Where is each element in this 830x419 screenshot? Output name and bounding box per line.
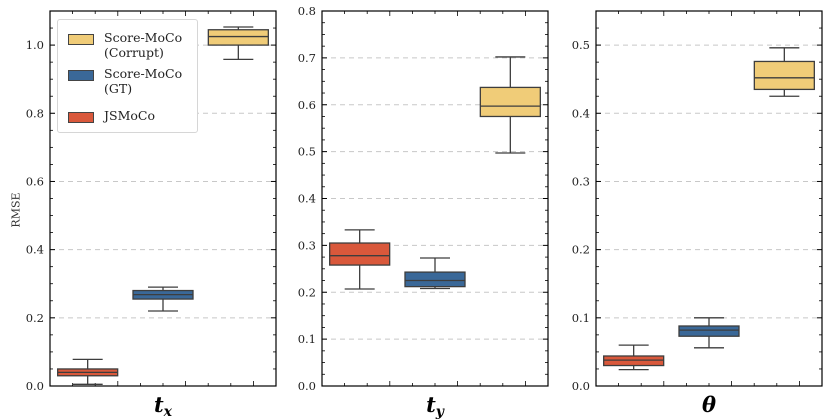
panel-ty: 0.0 0.1 0.2 0.3 0.4 0.5 0.6 0.7 0.8 ty (298, 4, 549, 419)
box-jsmoco (57, 358, 119, 385)
legend-label-corrupt: Score-MoCo (Corrupt) (104, 30, 183, 60)
box-iqr (753, 60, 815, 91)
box-score-moco-corrupt (207, 26, 269, 61)
box-jsmoco (329, 229, 391, 290)
y-tick-label: 0.4 (26, 243, 44, 257)
box-score-moco-corrupt (753, 47, 815, 97)
axes-frame (49, 10, 277, 387)
y-tick-label: 0.7 (298, 51, 316, 65)
y-tick-label: 0.5 (572, 38, 590, 52)
x-axis-label-ty: ty (426, 392, 445, 419)
y-tick-label: 0.1 (298, 332, 316, 346)
legend-label-gt: Score-MoCo (GT) (104, 66, 183, 96)
box-jsmoco (603, 344, 665, 371)
y-tick-label: 0.0 (26, 379, 44, 393)
box-score-moco-gt (404, 257, 466, 290)
axes-frame (595, 10, 823, 387)
box-iqr (404, 271, 466, 288)
y-tick-label: 0.6 (298, 98, 316, 112)
x-axis-label-tx: tx (154, 392, 173, 419)
y-tick-label: 0.4 (572, 106, 590, 120)
x-axis-label-theta: θ (702, 392, 716, 417)
y-tick-label: 0.8 (26, 106, 44, 120)
legend-item-gt: Score-MoCo (GT) (68, 66, 182, 96)
legend-swatch-gt (68, 70, 94, 81)
box-iqr (329, 242, 391, 266)
y-axis-label: RMSE (6, 150, 26, 270)
panel-theta: 0.0 0.1 0.2 0.3 0.4 0.5 θ (572, 10, 823, 417)
y-tick-label: 0.8 (298, 4, 316, 18)
y-tick-label: 0.6 (26, 174, 44, 188)
box-score-moco-gt (132, 286, 194, 312)
box-score-moco-corrupt (479, 56, 541, 154)
y-tick-label: 0.2 (26, 311, 44, 325)
y-tick-label: 0.5 (298, 145, 316, 159)
box-score-moco-gt (678, 317, 740, 349)
box-iqr (678, 325, 740, 337)
y-tick-label: 1.0 (26, 38, 44, 52)
legend-item-corrupt: Score-MoCo (Corrupt) (68, 30, 182, 60)
legend-item-jsmoco: JSMoCo (68, 108, 155, 123)
box-iqr (479, 86, 541, 118)
legend: Score-MoCo (Corrupt) Score-MoCo (GT) JSM… (57, 19, 198, 133)
y-tick-label: 0.0 (572, 379, 590, 393)
y-tick-label: 0.3 (298, 238, 316, 252)
y-tick-label: 0.2 (572, 243, 590, 257)
y-tick-label: 0.4 (298, 192, 316, 206)
box-iqr (207, 29, 269, 46)
y-tick-label: 0.2 (298, 285, 316, 299)
y-axis-label-text: RMSE (9, 192, 23, 228)
y-tick-label: 0.0 (298, 379, 316, 393)
box-iqr (603, 355, 665, 367)
legend-swatch-jsmoco (68, 112, 94, 123)
legend-label-jsmoco: JSMoCo (104, 108, 155, 123)
axes-frame (321, 10, 549, 387)
y-tick-label: 0.3 (572, 174, 590, 188)
y-tick-label: 0.1 (572, 311, 590, 325)
legend-swatch-corrupt (68, 34, 94, 45)
